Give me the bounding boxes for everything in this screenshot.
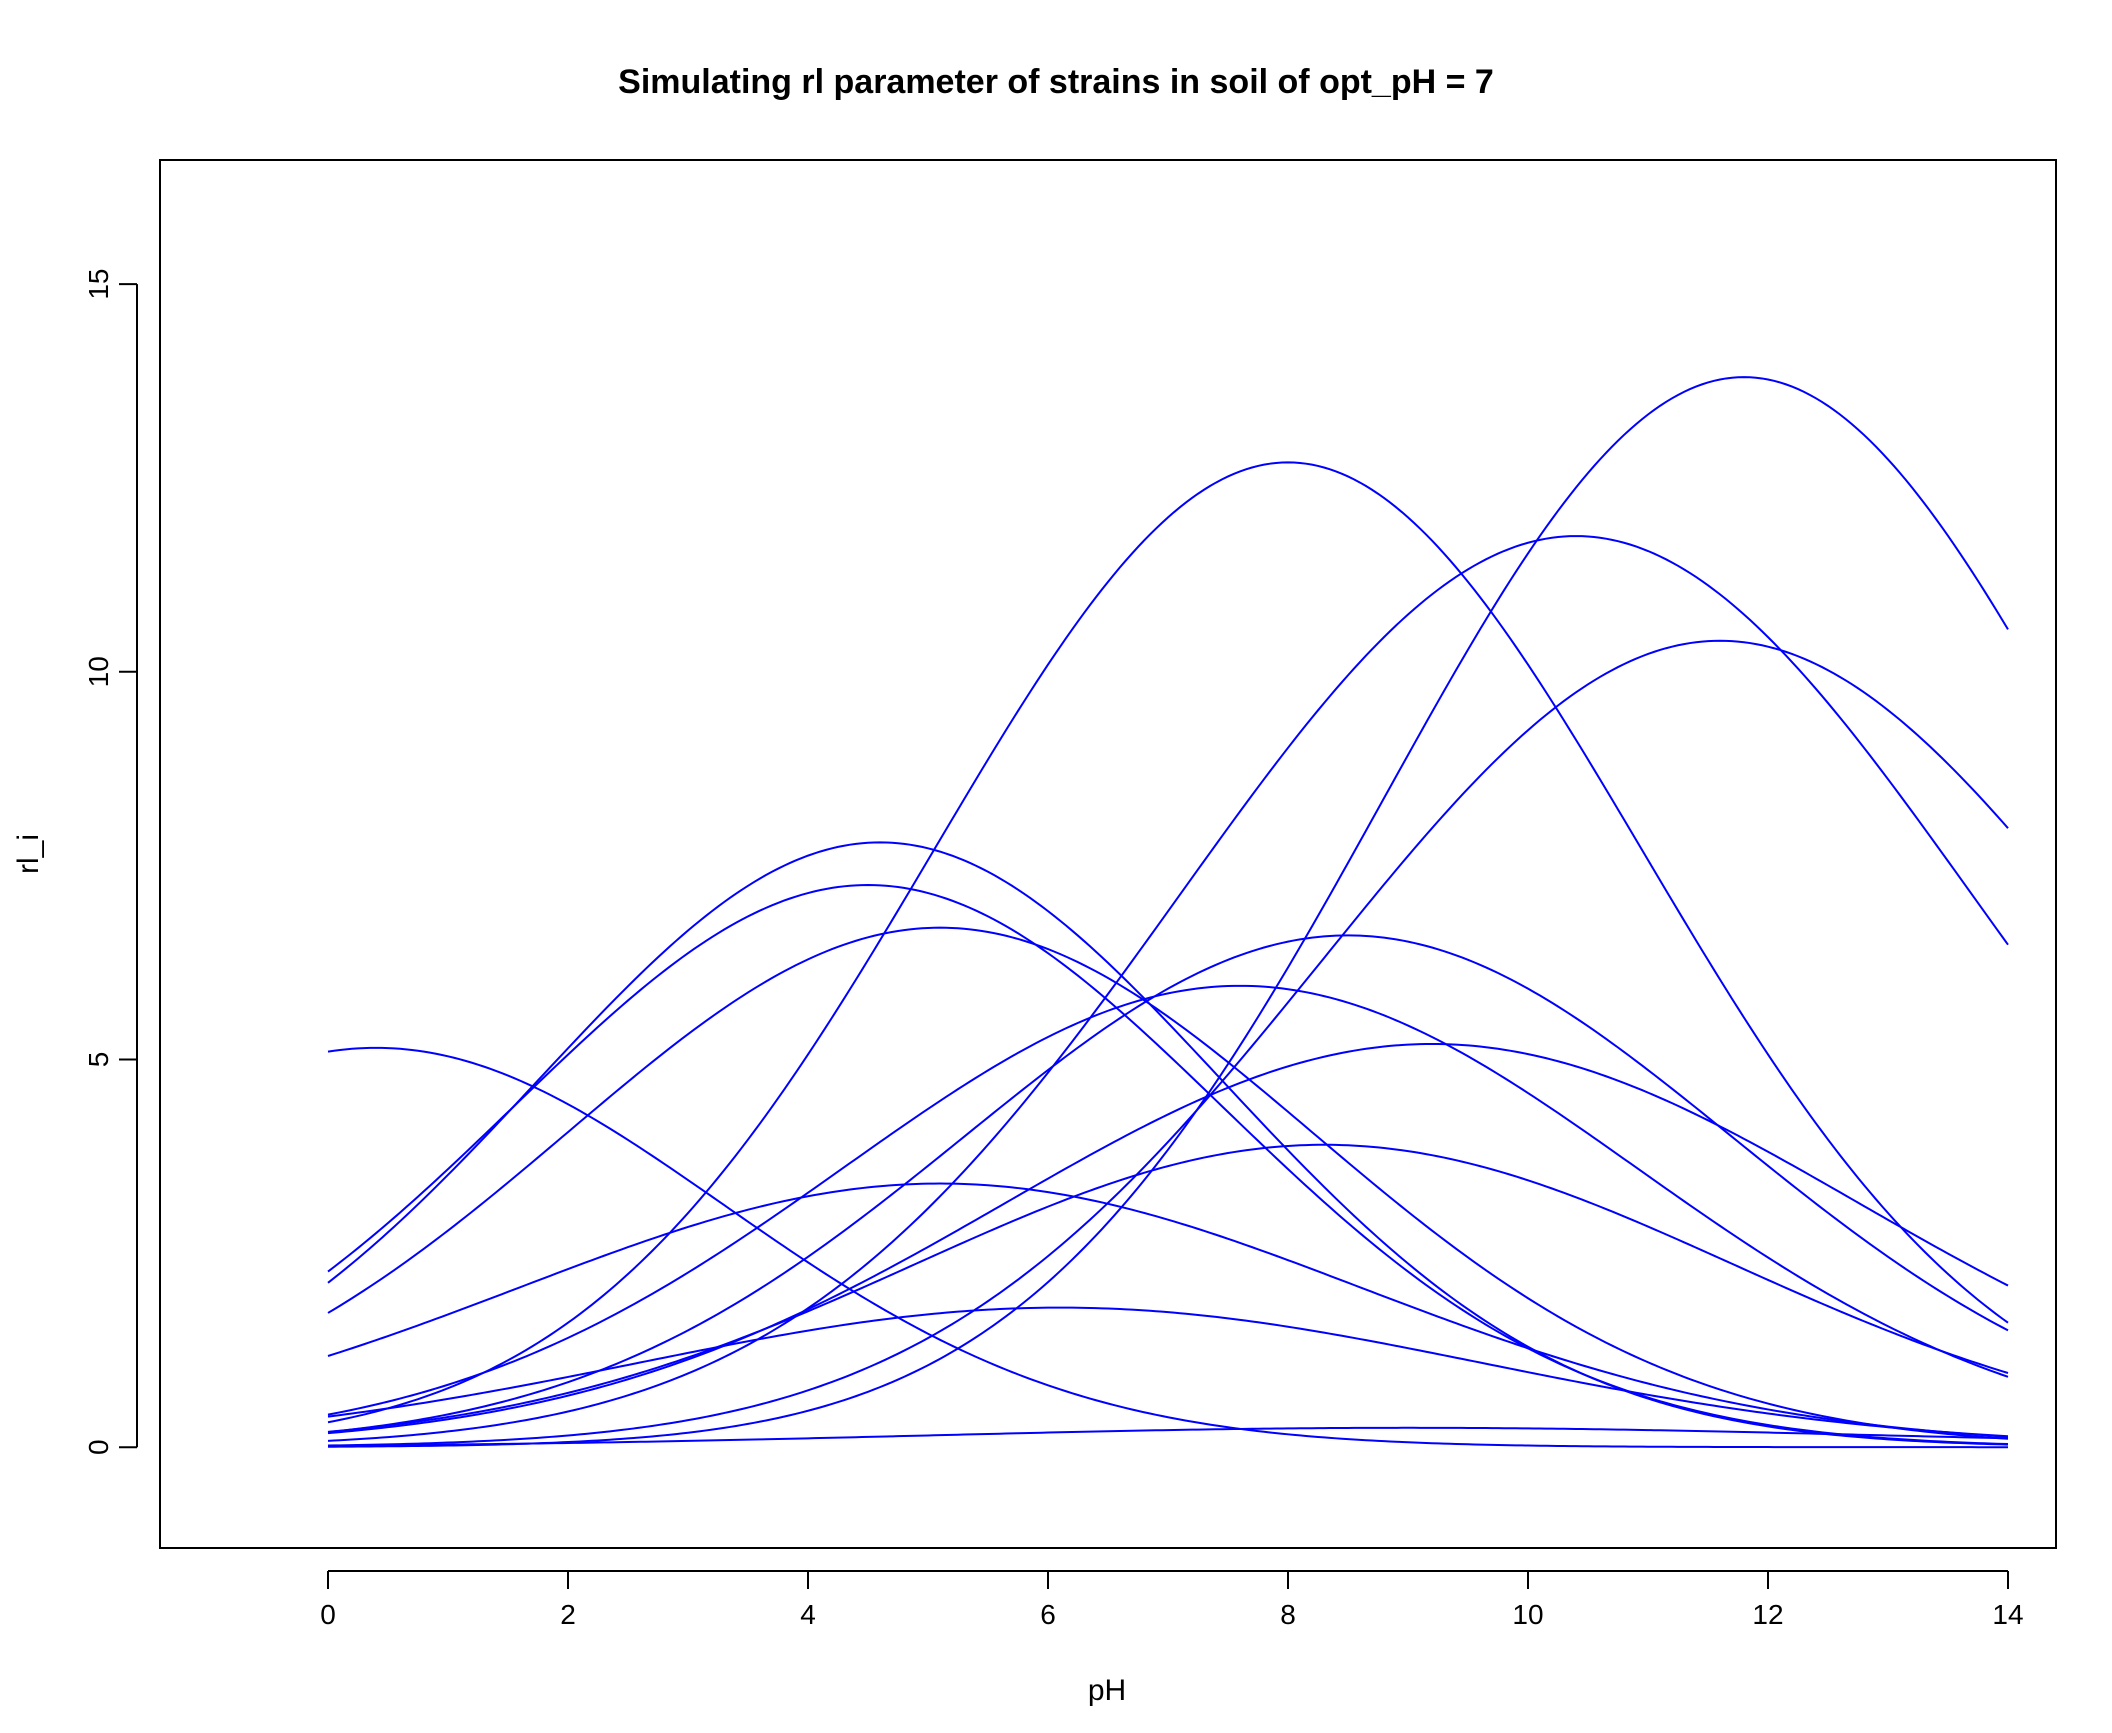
series-line-6 xyxy=(327,884,2009,1446)
y-axis-title: rl_i xyxy=(12,834,45,874)
series-line-4 xyxy=(327,639,2009,1447)
chart-title: Simulating rl parameter of strains in so… xyxy=(618,63,1494,101)
x-tick-label: 2 xyxy=(560,1599,576,1630)
y-tick-label: 10 xyxy=(83,656,114,687)
y-tick-label: 15 xyxy=(83,268,114,299)
x-axis: 0 2 4 6 8 10 12 14 xyxy=(320,1570,2024,1630)
y-axis: 0 5 10 15 xyxy=(83,268,138,1455)
series-line-2 xyxy=(327,461,2009,1424)
series-line-12 xyxy=(327,1143,2009,1433)
x-tick-label: 0 xyxy=(320,1599,336,1630)
x-tick-label: 6 xyxy=(1040,1599,1056,1630)
y-tick-label: 0 xyxy=(83,1439,114,1455)
series-line-8 xyxy=(327,934,2009,1434)
plot-frame xyxy=(159,159,2057,1549)
x-tick-label: 14 xyxy=(1992,1599,2023,1630)
series-line-10 xyxy=(327,1046,2008,1449)
curves-group xyxy=(327,376,2009,1449)
x-tick-label: 12 xyxy=(1752,1599,1783,1630)
series-line-13 xyxy=(327,1182,2009,1438)
series-line-7 xyxy=(327,926,2009,1440)
x-tick-label: 4 xyxy=(800,1599,816,1630)
series-line-5 xyxy=(327,841,2009,1446)
series-line-14 xyxy=(327,1306,2009,1438)
series-line-15 xyxy=(327,1426,2009,1447)
series-line-11 xyxy=(327,1042,2009,1435)
series-line-9 xyxy=(327,984,2009,1416)
series-line-1 xyxy=(327,376,2009,1448)
y-tick-label: 5 xyxy=(83,1052,114,1068)
x-axis-title: pH xyxy=(1088,1674,1126,1707)
x-tick-label: 10 xyxy=(1512,1599,1543,1630)
x-tick-label: 8 xyxy=(1280,1599,1296,1630)
series-line-3 xyxy=(327,535,2009,1442)
